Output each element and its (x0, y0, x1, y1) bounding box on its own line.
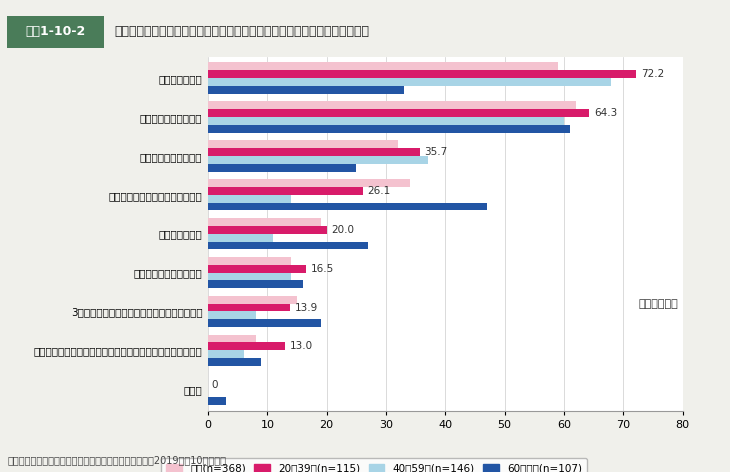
Text: 資料：農林水産省「食育に関する意識調査」（令和元（2019）年10月実施）: 資料：農林水産省「食育に関する意識調査」（令和元（2019）年10月実施） (7, 455, 226, 465)
Bar (208, 350, 244, 358)
Bar (208, 312, 256, 320)
Text: 72.2: 72.2 (641, 69, 664, 79)
Text: 0: 0 (211, 380, 218, 390)
Bar (208, 125, 570, 133)
Bar (208, 320, 320, 327)
Text: 26.1: 26.1 (368, 186, 391, 196)
Bar (208, 187, 363, 195)
Bar (208, 117, 564, 125)
Bar (208, 140, 398, 148)
Legend: 全体(n=368), 20～39歳(n=115), 40～59歳(n=146), 60歳以上(n=107): 全体(n=368), 20～39歳(n=115), 40～59歳(n=146),… (161, 458, 587, 472)
Text: 64.3: 64.3 (594, 108, 618, 118)
Bar (208, 179, 410, 187)
Bar (208, 242, 368, 249)
Text: 図表1-10-2: 図表1-10-2 (26, 25, 86, 38)
FancyBboxPatch shape (7, 16, 104, 48)
Bar (208, 86, 404, 94)
Bar (208, 295, 297, 303)
Bar (208, 78, 612, 86)
Bar (208, 280, 303, 288)
Bar (208, 265, 306, 272)
Text: 主食・主菜・副菜を組み合わせた食事のために必要なこと（女性・年代別）: 主食・主菜・副菜を組み合わせた食事のために必要なこと（女性・年代別） (115, 25, 369, 38)
Bar (208, 62, 558, 70)
Bar (208, 218, 320, 226)
Bar (208, 109, 589, 117)
Bar (208, 70, 637, 78)
Text: （複数回答）: （複数回答） (638, 299, 678, 310)
Bar (208, 257, 291, 265)
Bar (208, 397, 226, 405)
Text: 35.7: 35.7 (425, 147, 447, 157)
Text: 20.0: 20.0 (331, 225, 355, 235)
Bar (208, 335, 256, 343)
Bar (208, 343, 285, 350)
Bar (208, 303, 291, 312)
Bar (208, 148, 420, 156)
Bar (208, 358, 261, 366)
Bar (208, 156, 428, 164)
Bar (208, 202, 487, 211)
Bar (208, 101, 576, 109)
Bar (208, 195, 291, 202)
Text: 13.9: 13.9 (295, 303, 318, 312)
Bar (208, 272, 291, 280)
Bar (208, 226, 327, 234)
Text: 13.0: 13.0 (290, 341, 313, 352)
Bar (208, 164, 356, 172)
Text: 16.5: 16.5 (311, 263, 334, 274)
Bar (208, 234, 273, 242)
